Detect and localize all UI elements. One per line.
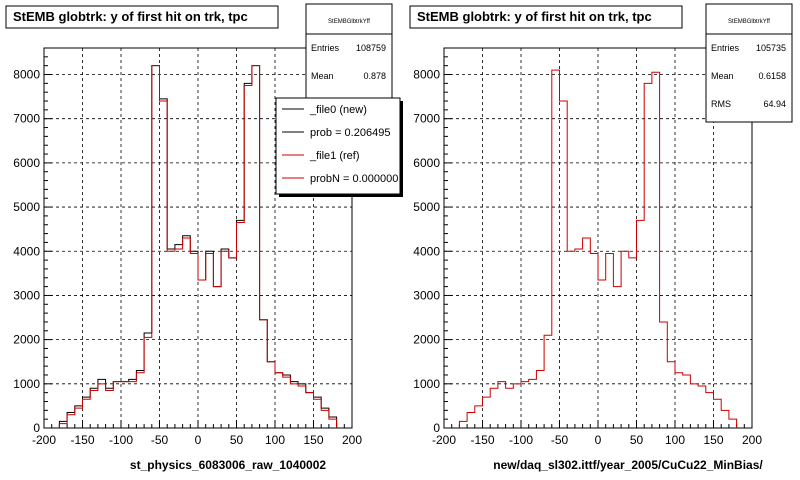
legend: _file0 (new) prob = 0.206495 _file1 (ref) p… xyxy=(275,97,403,197)
y-tick-label: 8000 xyxy=(413,68,440,82)
stats-box xyxy=(305,3,393,113)
x-tick-label: 50 xyxy=(230,433,244,447)
stats-name: StEMBGlbtrkYff xyxy=(728,19,770,25)
x-tick-label: 100 xyxy=(265,433,285,447)
y-tick-label: 6000 xyxy=(13,156,40,170)
stats-label: Mean xyxy=(311,71,334,81)
x-tick-label: 100 xyxy=(665,433,685,447)
stats-value: 0.878 xyxy=(363,71,386,81)
x-tick-label: 0 xyxy=(195,433,202,447)
y-tick-label: 7000 xyxy=(413,112,440,126)
x-tick-label: -100 xyxy=(509,433,533,447)
y-tick-label: 1000 xyxy=(413,377,440,391)
stats-value: 0.6158 xyxy=(758,71,786,81)
stats-name: StEMBGlbtrkYff xyxy=(328,19,370,25)
x-tick-label: 200 xyxy=(342,433,362,447)
x-tick-label: -150 xyxy=(70,433,94,447)
stats-label: Entries xyxy=(311,43,340,53)
histogram-panel-1: -200 -150 -100 -50 0 50 100 150 2000100020003000… xyxy=(5,3,403,472)
y-tick-label: 8000 xyxy=(13,68,40,82)
legend-entry: prob = 0.206495 xyxy=(310,127,390,139)
stats-box xyxy=(705,3,793,123)
title-box xyxy=(5,5,279,29)
y-tick-label: 1000 xyxy=(13,377,40,391)
x-tick-label: -50 xyxy=(151,433,169,447)
x-tick-label: 150 xyxy=(303,433,323,447)
x-tick-label: -150 xyxy=(470,433,494,447)
x-axis-label: st_physics_6083006_raw_1040002 xyxy=(130,458,326,472)
y-tick-label: 0 xyxy=(33,421,40,435)
x-axis-label: new/daq_sl302.ittf/year_2005/CuCu22_MinB… xyxy=(493,458,763,472)
series-line-1 xyxy=(458,69,738,428)
title-box xyxy=(409,5,683,29)
y-tick-label: 0 xyxy=(433,421,440,435)
x-tick-label: -200 xyxy=(432,433,456,447)
x-tick-label: 0 xyxy=(595,433,602,447)
histogram-panel-2: -200 -150 -100 -50 0 50 100 150 2000100020003000… xyxy=(409,3,793,472)
chart-title: StEMB globtrk: y of first hit on trk, tp… xyxy=(13,9,248,24)
y-tick-label: 3000 xyxy=(413,288,440,302)
legend-entry: probN = 0.000000 xyxy=(310,173,398,185)
stats-value: 108759 xyxy=(356,43,386,53)
y-tick-label: 5000 xyxy=(13,200,40,214)
y-tick-label: 7000 xyxy=(13,112,40,126)
y-tick-label: 3000 xyxy=(13,288,40,302)
stats-label: Mean xyxy=(711,71,734,81)
y-tick-label: 4000 xyxy=(413,244,440,258)
y-tick-label: 4000 xyxy=(13,244,40,258)
series-line-2 xyxy=(58,65,338,428)
stats-label: RMS xyxy=(711,99,731,109)
stats-label: Entries xyxy=(711,43,740,53)
chart-title: StEMB globtrk: y of first hit on trk, tp… xyxy=(417,9,652,24)
stats-value: 64.94 xyxy=(763,99,786,109)
x-tick-label: 50 xyxy=(630,433,644,447)
y-tick-label: 2000 xyxy=(13,333,40,347)
x-tick-label: -50 xyxy=(551,433,569,447)
stats-value: 105735 xyxy=(756,43,786,53)
x-tick-label: -100 xyxy=(109,433,133,447)
x-tick-label: 200 xyxy=(742,433,762,447)
y-tick-label: 5000 xyxy=(413,200,440,214)
plot-frame xyxy=(443,47,753,429)
y-tick-label: 6000 xyxy=(413,156,440,170)
x-tick-label: -200 xyxy=(32,433,56,447)
legend-entry: _file1 (ref) xyxy=(309,150,360,162)
legend-entry: _file0 (new) xyxy=(309,104,367,116)
x-tick-label: 150 xyxy=(703,433,723,447)
y-tick-label: 2000 xyxy=(413,333,440,347)
